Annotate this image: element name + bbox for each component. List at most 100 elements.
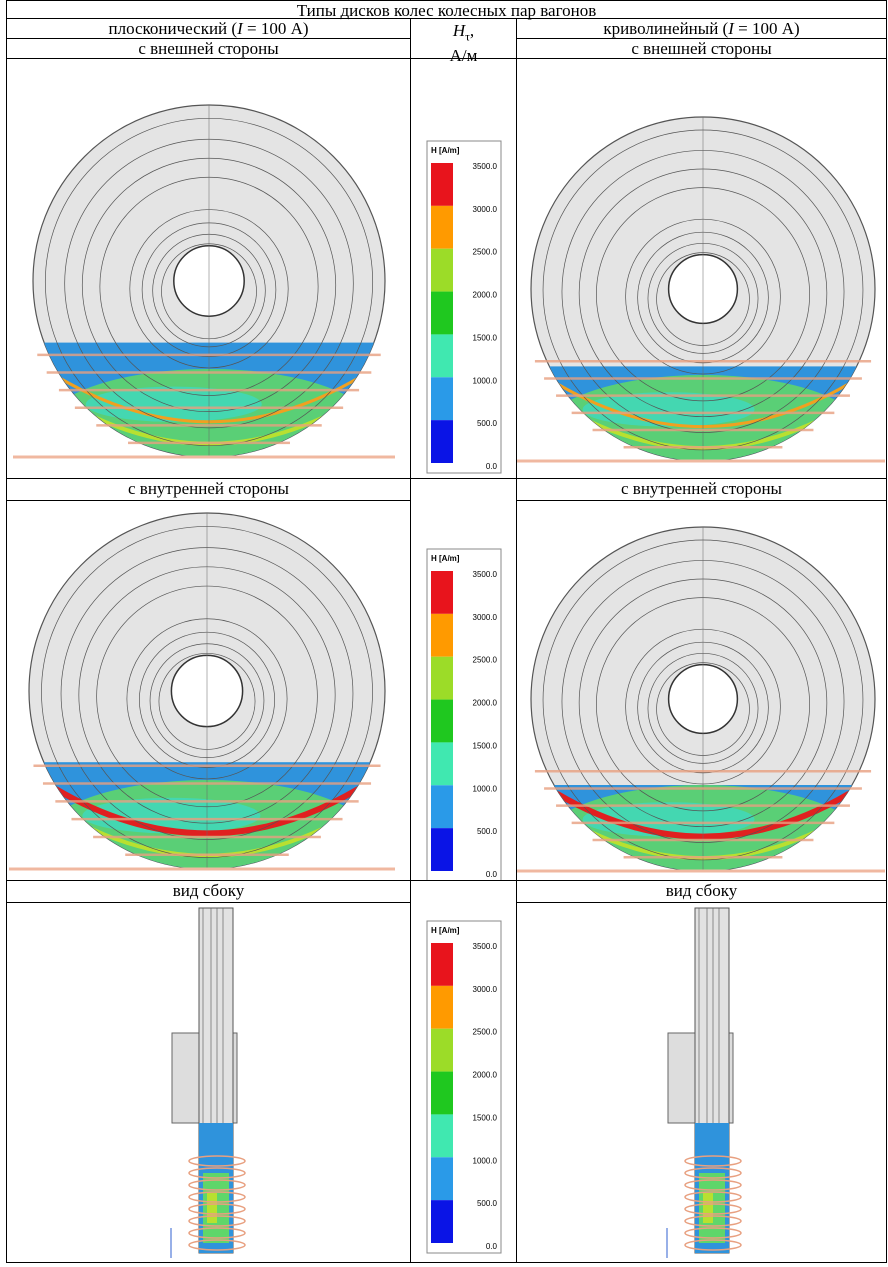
legend-cell: H [A/m] 3500.0 3000.0 2500.0 2000.0 1500.0 100… — [410, 58, 517, 479]
legend-swatch — [431, 248, 453, 292]
legend-label: 1000.0 — [473, 1156, 498, 1165]
header-text: , — [469, 21, 475, 40]
row-label: вид сбоку — [6, 880, 411, 903]
legend-label: 0.0 — [486, 1242, 498, 1251]
legend-label: 0.0 — [486, 870, 498, 879]
legend-label: 3000.0 — [473, 205, 498, 214]
legend-swatch — [431, 1071, 453, 1115]
legend-label: 1500.0 — [473, 741, 498, 750]
side-image — [170, 907, 246, 1258]
legend: H [A/m] 3500.0 3000.0 2500.0 2000.0 1500.0 100… — [426, 140, 502, 474]
legend-cell: H [A/m] 3500.0 3000.0 2500.0 2000.0 1500.0 100… — [410, 478, 517, 882]
legend-title: H [A/m] — [431, 146, 460, 155]
header-symbol: I — [237, 19, 243, 38]
legend-swatch — [431, 334, 453, 378]
image-cell — [6, 58, 411, 479]
coil — [684, 1239, 742, 1251]
coil — [188, 1155, 246, 1167]
legend-swatch — [431, 613, 453, 657]
legend-swatch — [431, 785, 453, 829]
legend-swatch — [431, 1200, 453, 1243]
legend-label: 2500.0 — [473, 656, 498, 665]
row-label: вид сбоку — [516, 880, 887, 903]
header-unit: А/м — [449, 46, 478, 66]
header-symbol: I — [728, 19, 734, 38]
coil — [188, 1239, 246, 1251]
legend-title: H [A/m] — [431, 926, 460, 935]
coil — [188, 1191, 246, 1203]
legend-swatch — [431, 1114, 453, 1158]
legend-swatch — [431, 742, 453, 786]
image-cell — [516, 902, 887, 1263]
legend-label: 2500.0 — [473, 248, 498, 257]
image-cell — [6, 902, 411, 1263]
wheel-image — [13, 104, 395, 459]
legend-cell: H [A/m] 3500.0 3000.0 2500.0 2000.0 1500.0 100… — [410, 880, 517, 1263]
legend-label: 3500.0 — [473, 570, 498, 579]
coil — [684, 1215, 742, 1227]
coil — [684, 1179, 742, 1191]
legend-label: 2500.0 — [473, 1028, 498, 1037]
wheel-image — [511, 526, 885, 873]
column-header: Hτ, А/м — [410, 18, 517, 65]
coil — [684, 1155, 742, 1167]
coil — [684, 1227, 742, 1239]
legend-swatch — [431, 377, 453, 421]
legend-swatch — [431, 1157, 453, 1201]
field-yellow — [207, 1193, 217, 1223]
legend-swatch — [431, 1028, 453, 1072]
wheel-image — [9, 512, 395, 871]
image-cell — [6, 500, 411, 881]
legend-label: 3500.0 — [473, 162, 498, 171]
legend-label: 1500.0 — [473, 333, 498, 342]
legend-label: 2000.0 — [473, 1071, 498, 1080]
side-image — [666, 907, 742, 1258]
header-subscript: τ — [465, 29, 470, 44]
legend-label: 500.0 — [477, 827, 498, 836]
legend-label: 3500.0 — [473, 942, 498, 951]
coil — [188, 1179, 246, 1191]
coil — [684, 1203, 742, 1215]
legend-swatch — [431, 985, 453, 1029]
table-title: Типы дисков колес колесных пар вагонов — [6, 0, 887, 20]
row-label: с внутренней стороны — [516, 478, 887, 501]
coil — [188, 1227, 246, 1239]
legend-label: 1000.0 — [473, 376, 498, 385]
legend-label: 1500.0 — [473, 1113, 498, 1122]
legend-swatch — [431, 571, 453, 614]
column-header: криволинейный (I = 100 А) — [516, 18, 887, 39]
legend-title: H [A/m] — [431, 554, 460, 563]
legend-swatch — [431, 699, 453, 743]
field-yellow — [703, 1193, 713, 1223]
coil — [188, 1215, 246, 1227]
coil — [684, 1191, 742, 1203]
legend-label: 2000.0 — [473, 699, 498, 708]
legend-label: 500.0 — [477, 419, 498, 428]
legend-label: 0.0 — [486, 462, 498, 471]
row-label: с внешней стороны — [516, 38, 887, 59]
header-text: криволинейный ( — [603, 19, 729, 38]
image-cell — [511, 58, 887, 479]
row-label: с внешней стороны — [6, 38, 411, 59]
column-header: плосконический (I = 100 А) — [6, 18, 411, 39]
legend: H [A/m] 3500.0 3000.0 2500.0 2000.0 1500.0 100… — [426, 548, 502, 882]
coil — [188, 1203, 246, 1215]
legend-label: 2000.0 — [473, 291, 498, 300]
legend-swatch — [431, 291, 453, 335]
legend-label: 3000.0 — [473, 985, 498, 994]
legend-label: 500.0 — [477, 1199, 498, 1208]
legend-swatch — [431, 420, 453, 463]
header-text: = 100 А) — [733, 19, 800, 38]
legend-label: 3000.0 — [473, 613, 498, 622]
legend-swatch — [431, 163, 453, 206]
header-symbol: H — [452, 21, 466, 40]
legend-swatch — [431, 828, 453, 871]
legend-swatch — [431, 943, 453, 986]
header-text: = 100 А) — [242, 19, 309, 38]
legend-swatch — [431, 656, 453, 700]
coil — [684, 1167, 742, 1179]
legend-label: 1000.0 — [473, 784, 498, 793]
legend-swatch — [431, 205, 453, 249]
coil — [188, 1167, 246, 1179]
